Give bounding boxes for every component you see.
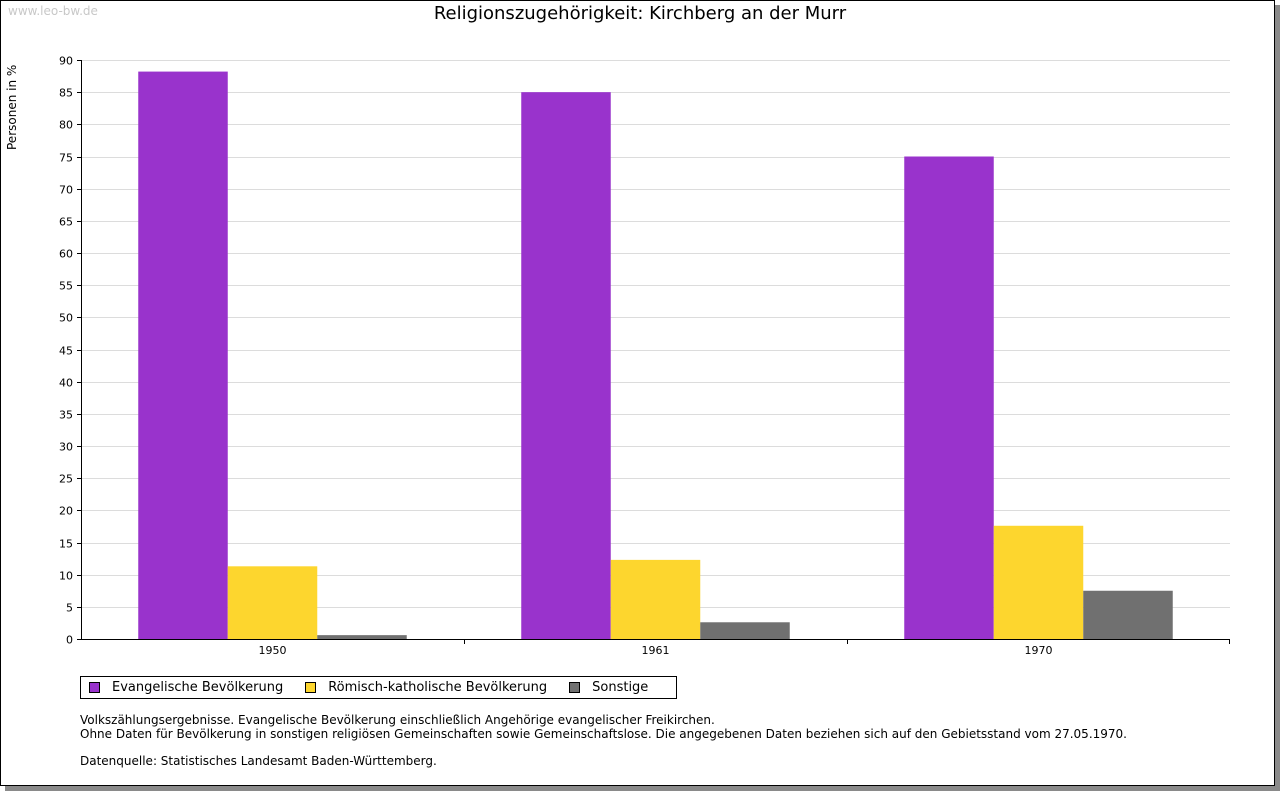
y-tick-label-5: 5 (66, 602, 73, 615)
y-tick-label-65: 65 (59, 216, 73, 229)
legend-label-sonstige: Sonstige (592, 680, 649, 695)
chart-title: Religionszugehörigkeit: Kirchberg an der… (433, 3, 847, 24)
y-tick-label-60: 60 (59, 248, 73, 261)
y-tick-label-55: 55 (59, 280, 73, 293)
legend-swatch-katholisch (305, 682, 317, 693)
legend-item-katholisch: Römisch-katholische Bevölkerung (305, 680, 547, 695)
legend-item-evangelisch: Evangelische Bevölkerung (89, 680, 283, 695)
data-source: Datenquelle: Statistisches Landesamt Bad… (80, 754, 437, 768)
y-tick-label-40: 40 (59, 377, 73, 390)
y-tick-label-25: 25 (59, 473, 73, 486)
x-tick-label-1961: 1961 (642, 644, 670, 657)
note-line-2: Ohne Daten für Bevölkerung in sonstigen … (80, 727, 1127, 741)
bar-1950-katholisch (227, 566, 318, 639)
legend-swatch-evangelisch (89, 682, 100, 693)
x-tick-label-1950: 1950 (259, 644, 287, 657)
y-tick-label-70: 70 (59, 184, 73, 197)
y-tick-label-15: 15 (59, 538, 73, 551)
legend-label-evangelisch: Evangelische Bevölkerung (112, 680, 284, 695)
y-tick-label-90: 90 (59, 55, 73, 68)
legend-item-sonstige: Sonstige (569, 680, 648, 695)
legend: Evangelische Bevölkerung Römisch-katholi… (80, 676, 677, 699)
bar-1970-katholisch (993, 525, 1084, 639)
watermark: www.leo-bw.de (8, 4, 98, 18)
y-tick-label-35: 35 (59, 409, 73, 422)
bar-1970-evangelisch (904, 156, 994, 639)
y-tick-label-45: 45 (59, 345, 73, 358)
bar-1950-sonstige (317, 635, 407, 639)
note-line-1: Volkszählungsergebnisse. Evangelische Be… (80, 713, 715, 727)
chart-notes: Volkszählungsergebnisse. Evangelische Be… (80, 713, 1127, 768)
y-tick-label-0: 0 (66, 634, 73, 647)
bar-1961-evangelisch (521, 92, 611, 639)
y-tick-label-20: 20 (59, 505, 73, 518)
y-tick-label-10: 10 (59, 570, 73, 583)
bar-1961-katholisch (610, 559, 701, 639)
legend-swatch-sonstige (569, 682, 581, 693)
y-tick-label-75: 75 (59, 152, 73, 165)
y-tick-label-30: 30 (59, 441, 73, 454)
y-tick-label-85: 85 (59, 87, 73, 100)
bar-1950-evangelisch (138, 71, 228, 639)
bar-1961-sonstige (700, 622, 790, 639)
y-tick-label-80: 80 (59, 119, 73, 132)
y-tick-label-50: 50 (59, 312, 73, 325)
legend-label-katholisch: Römisch-katholische Bevölkerung (328, 680, 548, 695)
x-tick-label-1970: 1970 (1025, 644, 1053, 657)
bar-1970-sonstige (1083, 590, 1173, 639)
